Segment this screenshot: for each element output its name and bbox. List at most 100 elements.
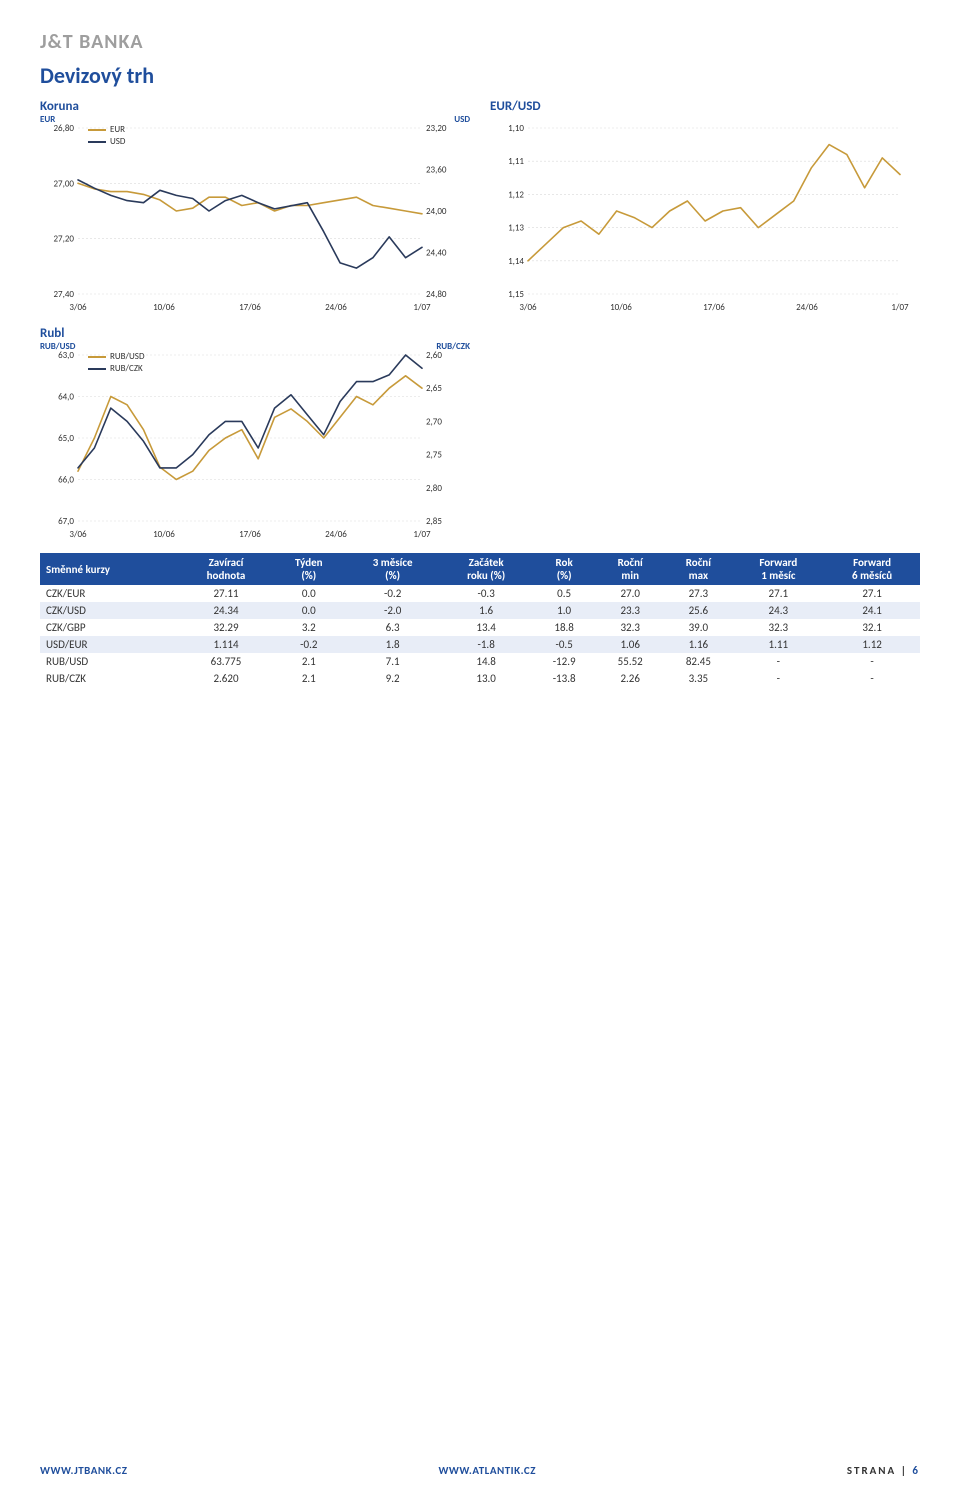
svg-text:24/06: 24/06 <box>796 302 818 313</box>
svg-text:1,10: 1,10 <box>508 123 524 134</box>
table-cell: 32.3 <box>732 619 824 636</box>
table-cell: 1.0 <box>532 602 596 619</box>
table-cell: 1.6 <box>440 602 532 619</box>
table-cell: 1.16 <box>664 636 732 653</box>
svg-text:1/07: 1/07 <box>891 302 909 313</box>
svg-text:23,60: 23,60 <box>426 165 447 176</box>
table-header-cell: Týden(%) <box>273 553 346 585</box>
svg-text:17/06: 17/06 <box>703 302 725 313</box>
footer-center: WWW.ATLANTIK.CZ <box>438 1464 536 1477</box>
legend-label: RUB/CZK <box>110 363 143 374</box>
table-cell: 7.1 <box>345 653 440 670</box>
table-cell: 32.1 <box>824 619 920 636</box>
svg-text:1,13: 1,13 <box>508 223 524 234</box>
table-cell: 25.6 <box>664 602 732 619</box>
svg-text:1,14: 1,14 <box>508 256 524 267</box>
table-cell: 63.775 <box>179 653 272 670</box>
table-header-cell: Směnné kurzy <box>40 553 179 585</box>
table-cell: -12.9 <box>532 653 596 670</box>
chart-legend: EURUSD <box>88 124 125 148</box>
table-header-cell: 3 měsíce(%) <box>345 553 440 585</box>
table-cell: - <box>824 670 920 687</box>
table-cell: 0.0 <box>273 585 346 602</box>
svg-text:64,0: 64,0 <box>58 392 74 403</box>
table-cell: USD/EUR <box>40 636 179 653</box>
charts-row-1: Koruna EUR USD 26,8027,0027,2027,4023,20… <box>40 99 920 316</box>
legend-swatch <box>88 356 106 358</box>
table-cell: 27.3 <box>664 585 732 602</box>
table-cell: 3.35 <box>664 670 732 687</box>
table-row: CZK/USD24.340.0-2.01.61.023.325.624.324.… <box>40 602 920 619</box>
legend-swatch <box>88 141 106 143</box>
svg-text:1/07: 1/07 <box>413 529 431 540</box>
footer-page-prefix: STRANA | <box>847 1464 913 1477</box>
table-cell: 55.52 <box>596 653 664 670</box>
legend-swatch <box>88 129 106 131</box>
table-cell: 24.3 <box>732 602 824 619</box>
chart-koruna: Koruna EUR USD 26,8027,0027,2027,4023,20… <box>40 99 470 316</box>
svg-text:1,15: 1,15 <box>508 289 524 300</box>
table-cell: -0.2 <box>345 585 440 602</box>
axis-label-right: RUB/CZK <box>436 341 470 352</box>
table-cell: 1.06 <box>596 636 664 653</box>
table-cell: 27.1 <box>732 585 824 602</box>
table-header-cell: Zavíracíhodnota <box>179 553 272 585</box>
legend-swatch <box>88 368 106 370</box>
table-cell: 6.3 <box>345 619 440 636</box>
table-row: CZK/EUR27.110.0-0.2-0.30.527.027.327.127… <box>40 585 920 602</box>
svg-text:17/06: 17/06 <box>239 302 261 313</box>
table-cell: 14.8 <box>440 653 532 670</box>
svg-text:2,80: 2,80 <box>426 483 442 494</box>
table-header-cell: Ročnímin <box>596 553 664 585</box>
svg-text:24/06: 24/06 <box>325 302 347 313</box>
table-cell: 2.26 <box>596 670 664 687</box>
table-body: CZK/EUR27.110.0-0.2-0.30.527.027.327.127… <box>40 585 920 687</box>
svg-text:1/07: 1/07 <box>413 302 431 313</box>
table-cell: 13.0 <box>440 670 532 687</box>
table-cell: - <box>824 653 920 670</box>
svg-text:23,20: 23,20 <box>426 123 447 134</box>
table-cell: - <box>732 670 824 687</box>
table-cell: CZK/USD <box>40 602 179 619</box>
table-cell: 27.1 <box>824 585 920 602</box>
legend-label: RUB/USD <box>110 351 144 362</box>
table-cell: 18.8 <box>532 619 596 636</box>
footer-left: WWW.JTBANK.CZ <box>40 1464 128 1477</box>
svg-text:2,65: 2,65 <box>426 383 442 394</box>
table-cell: 27.11 <box>179 585 272 602</box>
logo: J&T BANKA <box>40 30 920 54</box>
chart-rubl: Rubl RUB/USD RUB/CZK 63,064,065,066,067,… <box>40 326 470 543</box>
table-header-cell: Ročnímax <box>664 553 732 585</box>
svg-text:17/06: 17/06 <box>239 529 261 540</box>
spacer <box>490 326 920 543</box>
legend-label: EUR <box>110 124 125 135</box>
svg-text:10/06: 10/06 <box>153 529 175 540</box>
svg-text:3/06: 3/06 <box>69 302 87 313</box>
table-cell: 0.5 <box>532 585 596 602</box>
table-row: CZK/GBP32.293.26.313.418.832.339.032.332… <box>40 619 920 636</box>
table-row: RUB/USD63.7752.17.114.8-12.955.5282.45-- <box>40 653 920 670</box>
svg-text:1,12: 1,12 <box>508 189 524 200</box>
table-cell: 2.620 <box>179 670 272 687</box>
table-cell: RUB/CZK <box>40 670 179 687</box>
table-cell: 23.3 <box>596 602 664 619</box>
chart-legend: RUB/USDRUB/CZK <box>88 351 424 515</box>
svg-text:65,0: 65,0 <box>58 433 74 444</box>
table-cell: 39.0 <box>664 619 732 636</box>
footer: WWW.JTBANK.CZ WWW.ATLANTIK.CZ STRANA | 6 <box>40 1464 920 1477</box>
axis-label-left: EUR <box>40 114 55 125</box>
table-cell: -0.2 <box>273 636 346 653</box>
chart-title: Koruna <box>40 99 470 114</box>
svg-text:2,85: 2,85 <box>426 516 442 527</box>
table-header-cell: Forward6 měsíců <box>824 553 920 585</box>
footer-page-num: 6 <box>912 1464 920 1477</box>
table-cell: 2.1 <box>273 653 346 670</box>
table-cell: - <box>732 653 824 670</box>
logo-text: J&T BANKA <box>40 30 144 54</box>
svg-text:24,00: 24,00 <box>426 206 447 217</box>
table-cell: 1.8 <box>345 636 440 653</box>
chart-svg: 1,101,111,121,131,141,153/0610/0617/0624… <box>490 116 910 316</box>
table-head: Směnné kurzyZavíracíhodnotaTýden(%)3 měs… <box>40 553 920 585</box>
svg-text:10/06: 10/06 <box>610 302 632 313</box>
table-cell: 24.34 <box>179 602 272 619</box>
